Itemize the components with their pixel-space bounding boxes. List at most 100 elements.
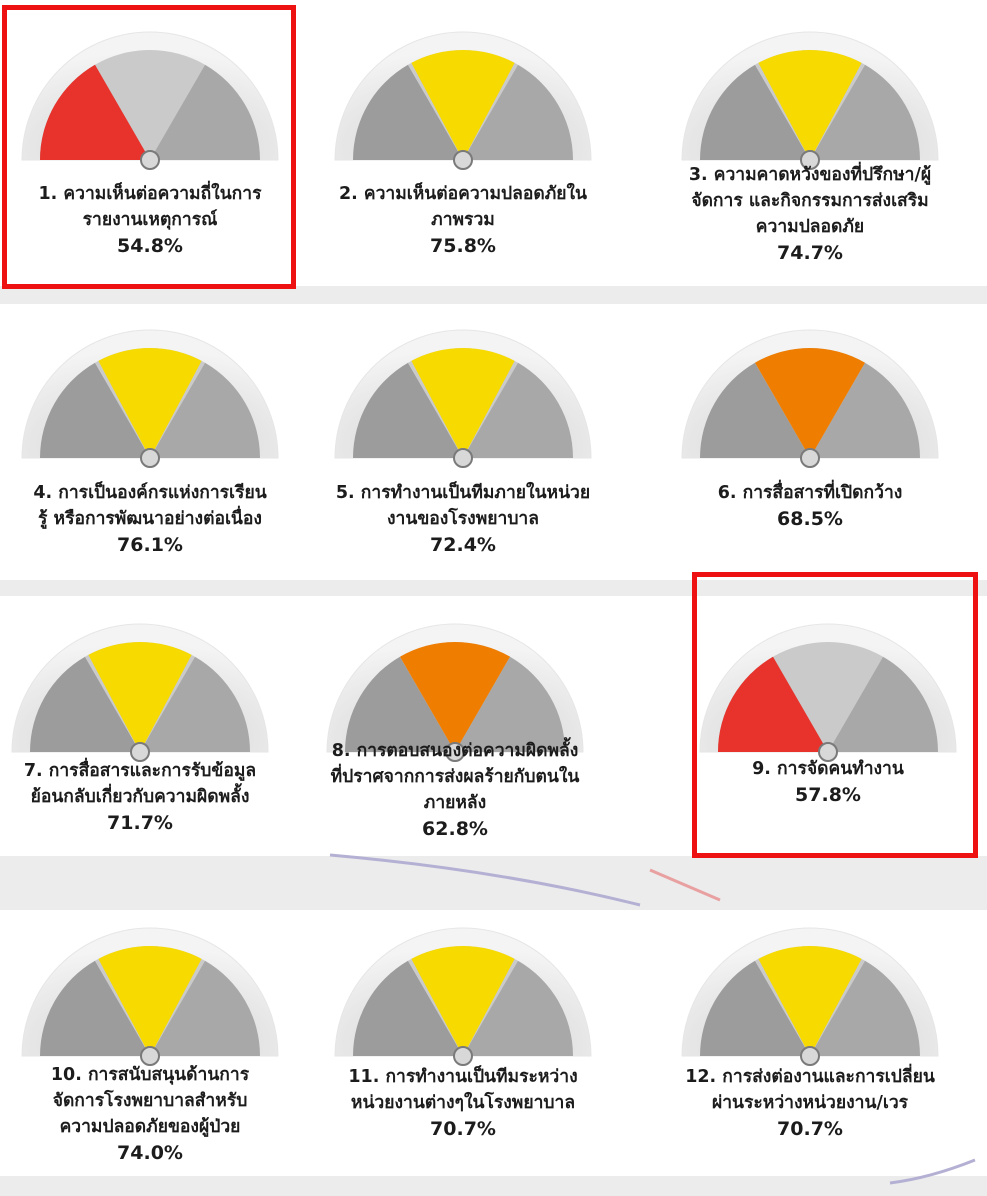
zone-low <box>353 64 463 160</box>
gauge-4: 4. การเป็นองค์กรแห่งการเรียนรู้ หรือการพ… <box>0 302 300 594</box>
gauge-label: 3. ความคาดหวังของที่ปรึกษา/ผู้จัดการ และ… <box>660 162 960 266</box>
gauge-label: 4. การเป็นองค์กรแห่งการเรียนรู้ หรือการพ… <box>0 480 300 558</box>
gauge-title-line: 8. การตอบสนองต่อความผิดพลั้ง <box>331 741 579 761</box>
gauge-band-orange <box>400 641 510 752</box>
gauge-title-line: 4. การเป็นองค์กรแห่งการเรียน <box>33 483 267 503</box>
zone-high <box>455 656 565 752</box>
gauge-dial <box>334 927 592 1066</box>
row-divider <box>0 286 987 304</box>
gauge-pivot <box>800 1046 820 1066</box>
gauge-pivot <box>140 448 160 468</box>
gauge-dial <box>681 31 939 170</box>
gauge-value-label: 57.8% <box>795 784 861 806</box>
gauge-pivot <box>453 1046 473 1066</box>
gauge-title-line: 3. ความคาดหวังของที่ปรึกษา/ผู้ <box>688 165 932 185</box>
gauge-title-line: 10. การสนับสนุนด้านการ <box>50 1065 250 1085</box>
gauge-9: 9. การจัดคนทำงาน 57.8% <box>678 596 978 888</box>
gauge-label: 10. การสนับสนุนด้านการ จัดการโรงพยาบาลสำห… <box>0 1062 300 1166</box>
zone-high <box>810 960 920 1056</box>
zone-low <box>353 960 463 1056</box>
gauge-title-line: 5. การทำงานเป็นทีมภายในหน่วย <box>335 483 591 503</box>
row-divider <box>0 856 987 910</box>
gauge-dial <box>334 329 592 468</box>
gauge-value-label: 70.7% <box>777 1118 843 1140</box>
gauge-title-line: 7. การสื่อสารและการรับข้อมูล <box>23 761 257 781</box>
gauge-title-line: ความปลอดภัย <box>755 217 865 237</box>
gauge-label: 12. การส่งต่องานและการเปลี่ยนผ่านระหว่าง… <box>660 1064 960 1142</box>
gauge-dial <box>681 927 939 1066</box>
zone-high <box>140 656 250 752</box>
gauge-11: 11. การทำงานเป็นทีมระหว่าง หน่วยงานต่างๆใ… <box>313 900 613 1192</box>
gauge-band-yellow <box>411 348 515 458</box>
gauge-pivot <box>445 742 465 762</box>
gauge-1: 1. ความเห็นต่อความถี่ในการรายงานเหตุการณ… <box>0 4 300 296</box>
row-divider <box>0 580 987 596</box>
gauge-value-label: 75.8% <box>430 235 496 257</box>
gauge-band-orange <box>755 347 865 458</box>
zone-low <box>39 960 150 1056</box>
gauge-label: 5. การทำงานเป็นทีมภายในหน่วยงานของโรงพยา… <box>313 480 613 558</box>
gauge-band-yellow <box>758 946 862 1056</box>
gauge-band-yellow <box>88 642 192 752</box>
gauge-band-yellow <box>411 946 515 1056</box>
gauge-label: 8. การตอบสนองต่อความผิดพลั้งที่ปราศจากกา… <box>305 738 605 842</box>
gauge-pivot <box>453 448 473 468</box>
gauge-title-line: 9. การจัดคนทำงาน <box>752 759 904 779</box>
gauge-label: 9. การจัดคนทำงาน 57.8% <box>678 756 978 808</box>
gauge-pivot <box>800 150 820 170</box>
gauge-label: 2. ความเห็นต่อความปลอดภัยใน ภาพรวม 75.8% <box>313 181 613 259</box>
gauge-title-line: ผ่านระหว่างหน่วยงาน/เวร <box>711 1093 909 1113</box>
gauge-label: 6. การสื่อสารที่เปิดกว้าง 68.5% <box>660 480 960 532</box>
gauge-value-label: 74.0% <box>117 1142 183 1164</box>
gauge-value-label: 76.1% <box>117 534 183 556</box>
zone-low <box>700 64 810 160</box>
gauge-dial <box>11 623 269 762</box>
zone-high <box>463 960 573 1056</box>
gauge-band-yellow <box>411 50 515 160</box>
gauge-10: 10. การสนับสนุนด้านการ จัดการโรงพยาบาลสำห… <box>0 900 300 1192</box>
zone-low <box>345 656 455 752</box>
gauge-dial <box>21 927 279 1066</box>
gauge-6: 6. การสื่อสารที่เปิดกว้าง 68.5% <box>660 302 960 594</box>
gauge-dial <box>326 623 584 762</box>
zone-high <box>463 64 573 160</box>
gauge-title-line: งานของโรงพยาบาล <box>387 509 539 529</box>
gauge-label: 1. ความเห็นต่อความถี่ในการรายงานเหตุการณ… <box>0 181 300 259</box>
gauge-3: 3. ความคาดหวังของที่ปรึกษา/ผู้จัดการ และ… <box>660 4 960 296</box>
gauge-dial <box>334 31 592 170</box>
gauge-value-label: 54.8% <box>117 235 183 257</box>
gauge-pivot <box>130 742 150 762</box>
gauge-title-line: ที่ปราศจากการส่งผลร้ายกับตนใน <box>330 767 580 787</box>
gauge-title-line: หน่วยงานต่างๆในโรงพยาบาล <box>350 1093 576 1113</box>
gauge-title-line: จัดการ และกิจกรรมการส่งเสริม <box>691 191 929 211</box>
gauge-title-line: 1. ความเห็นต่อความถี่ในการ <box>38 184 262 204</box>
zone-high <box>150 362 260 458</box>
gauge-title-line: รายงานเหตุการณ์ <box>82 210 218 230</box>
zone-high <box>463 362 573 458</box>
gauge-pivot <box>140 1046 160 1066</box>
zone-high <box>828 656 938 752</box>
gauge-dial <box>699 623 957 762</box>
gauge-pivot <box>800 448 820 468</box>
gauge-7: 7. การสื่อสารและการรับข้อมูล ย้อนกลับเกี่… <box>0 596 290 888</box>
zone-low <box>700 960 810 1056</box>
gauge-pivot <box>453 150 473 170</box>
gauge-dial <box>21 329 279 468</box>
gauge-band-red <box>39 64 150 160</box>
highlight-box <box>692 572 978 858</box>
gauge-band-yellow <box>758 50 862 160</box>
zone-high <box>150 960 260 1056</box>
gauge-band-red <box>718 656 828 752</box>
gauge-value-label: 74.7% <box>777 242 843 264</box>
gauge-title-line: 2. ความเห็นต่อความปลอดภัยใน <box>338 184 588 204</box>
gauge-title-line: 6. การสื่อสารที่เปิดกว้าง <box>717 483 903 503</box>
row-divider <box>0 1176 987 1196</box>
gauge-value-label: 72.4% <box>430 534 496 556</box>
gauge-dial <box>681 329 939 468</box>
gauge-pivot <box>140 150 160 170</box>
gauge-value-label: 70.7% <box>430 1118 496 1140</box>
gauge-band-yellow <box>98 348 202 458</box>
gauge-title-line: 12. การส่งต่องานและการเปลี่ยน <box>685 1067 935 1087</box>
gauge-value-label: 71.7% <box>107 812 173 834</box>
gauge-title-line: รู้ หรือการพัฒนาอย่างต่อเนื่อง <box>38 509 262 529</box>
